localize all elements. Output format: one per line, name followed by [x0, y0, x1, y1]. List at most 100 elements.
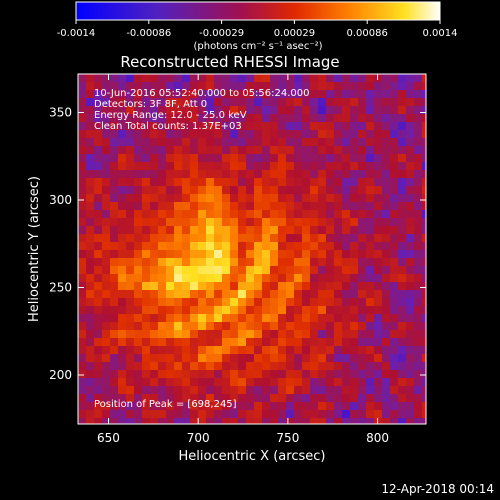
heatmap-cell	[150, 346, 158, 354]
heatmap-cell	[174, 378, 182, 386]
heatmap-cell	[238, 362, 246, 370]
heatmap-cell	[278, 170, 286, 178]
heatmap-cell	[86, 338, 94, 346]
heatmap-cell	[158, 82, 166, 90]
heatmap-cell	[246, 378, 254, 386]
heatmap-cell	[214, 226, 222, 234]
heatmap-cell	[254, 146, 262, 154]
heatmap-cell	[158, 322, 166, 330]
heatmap-cell	[134, 234, 142, 242]
heatmap-cell	[254, 258, 262, 266]
heatmap-cell	[110, 218, 118, 226]
heatmap-cell	[198, 154, 206, 162]
heatmap-cell	[230, 354, 238, 362]
heatmap-cell	[310, 202, 318, 210]
heatmap-cell	[94, 218, 102, 226]
heatmap-cell	[350, 298, 358, 306]
heatmap-cell	[302, 82, 310, 90]
heatmap-cell	[334, 274, 342, 282]
heatmap-cell	[358, 98, 366, 106]
heatmap-cell	[222, 290, 230, 298]
heatmap-cell	[78, 322, 86, 330]
heatmap-cell	[110, 274, 118, 282]
heatmap-cell	[398, 178, 406, 186]
heatmap-cell	[150, 266, 158, 274]
plot-timestamp: 12-Apr-2018 00:14	[381, 482, 494, 496]
heatmap-cell	[390, 306, 398, 314]
heatmap-cell	[302, 354, 310, 362]
heatmap-cell	[406, 162, 414, 170]
heatmap-cell	[158, 210, 166, 218]
heatmap-cell	[182, 306, 190, 314]
heatmap-cell	[390, 346, 398, 354]
heatmap-cell	[110, 322, 118, 330]
heatmap-cell	[278, 274, 286, 282]
heatmap-cell	[230, 362, 238, 370]
heatmap-cell	[262, 210, 270, 218]
heatmap-cell	[270, 146, 278, 154]
heatmap-cell	[110, 298, 118, 306]
heatmap-cell	[86, 194, 94, 202]
heatmap-cell	[262, 386, 270, 394]
heatmap-cell	[262, 370, 270, 378]
heatmap-cell	[294, 370, 302, 378]
heatmap-cell	[246, 162, 254, 170]
heatmap-cell	[190, 258, 198, 266]
heatmap-cell	[358, 282, 366, 290]
heatmap-cell	[150, 362, 158, 370]
heatmap-cell	[350, 210, 358, 218]
heatmap-cell	[318, 242, 326, 250]
heatmap-cell	[278, 250, 286, 258]
heatmap-cell	[334, 122, 342, 130]
heatmap-cell	[350, 282, 358, 290]
heatmap-cell	[230, 370, 238, 378]
heatmap-cell	[142, 386, 150, 394]
heatmap-cell	[230, 338, 238, 346]
heatmap-cell	[238, 346, 246, 354]
heatmap-cell	[118, 410, 126, 418]
heatmap-cell	[390, 322, 398, 330]
heatmap-cell	[414, 394, 422, 402]
heatmap-cell	[302, 266, 310, 274]
heatmap-cell	[174, 234, 182, 242]
heatmap-cell	[214, 290, 222, 298]
heatmap-cell	[142, 258, 150, 266]
heatmap-cell	[374, 234, 382, 242]
heatmap-cell	[382, 410, 390, 418]
heatmap-cell	[214, 298, 222, 306]
heatmap-cell	[206, 338, 214, 346]
heatmap-cell	[158, 402, 166, 410]
heatmap-cell	[198, 226, 206, 234]
heatmap-cell	[166, 162, 174, 170]
heatmap-cell	[390, 90, 398, 98]
heatmap-cell	[262, 290, 270, 298]
heatmap-cell	[398, 250, 406, 258]
heatmap-cell	[382, 194, 390, 202]
heatmap-cell	[246, 194, 254, 202]
heatmap-cell	[294, 322, 302, 330]
heatmap-cell	[198, 170, 206, 178]
heatmap-cell	[286, 210, 294, 218]
heatmap-cell	[286, 346, 294, 354]
heatmap-cell	[310, 170, 318, 178]
heatmap-cell	[94, 306, 102, 314]
heatmap-cell	[246, 106, 254, 114]
heatmap-cell	[398, 74, 406, 82]
heatmap-cell	[182, 274, 190, 282]
heatmap-cell	[238, 146, 246, 154]
heatmap-cell	[342, 90, 350, 98]
heatmap-cell	[230, 394, 238, 402]
heatmap-cell	[398, 146, 406, 154]
heatmap-cell	[254, 266, 262, 274]
heatmap-cell	[118, 258, 126, 266]
heatmap-cell	[318, 186, 326, 194]
heatmap-cell	[414, 218, 422, 226]
heatmap-cell	[414, 234, 422, 242]
heatmap-cell	[94, 186, 102, 194]
heatmap-cell	[406, 202, 414, 210]
heatmap-cell	[342, 170, 350, 178]
heatmap-cell	[222, 122, 230, 130]
heatmap-cell	[182, 138, 190, 146]
heatmap-cell	[318, 114, 326, 122]
heatmap-cell	[238, 226, 246, 234]
